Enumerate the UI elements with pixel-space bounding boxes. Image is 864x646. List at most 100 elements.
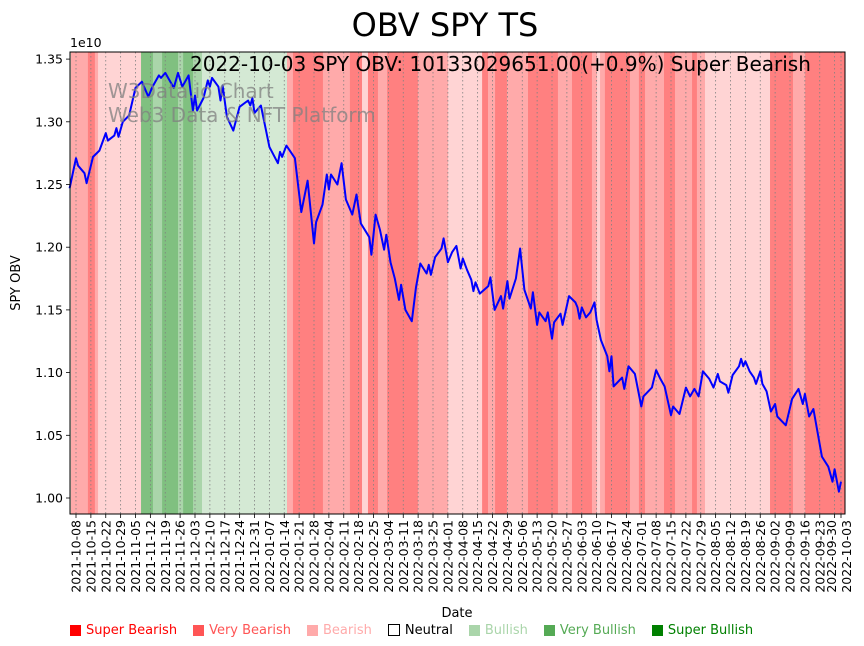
legend-label: Bearish <box>322 622 372 638</box>
x-tick-label: 2022-09-16 <box>797 520 812 593</box>
sentiment-band <box>349 52 363 514</box>
x-tick-label: 2022-07-15 <box>664 520 679 593</box>
x-tick-label: 2022-05-13 <box>530 520 545 593</box>
x-tick-label: 2021-12-10 <box>202 520 217 593</box>
x-tick-label: 2022-07-01 <box>634 520 649 593</box>
sentiment-band <box>362 52 369 514</box>
x-tick-label: 2021-12-03 <box>188 520 203 593</box>
sentiment-band <box>70 52 89 514</box>
x-tick-label: 2022-05-27 <box>559 520 574 593</box>
sentiment-band <box>287 52 294 514</box>
x-tick-label: 2022-04-08 <box>455 520 470 593</box>
sentiment-band <box>557 52 573 514</box>
legend-label: Super Bearish <box>86 622 178 638</box>
legend-label: Super Bullish <box>667 622 754 638</box>
y-tick-label: 1.35 <box>35 52 63 67</box>
legend-swatch <box>193 624 205 636</box>
legend-label: Very Bearish <box>209 622 291 638</box>
sentiment-band <box>675 52 693 514</box>
sentiment-band <box>638 52 646 514</box>
y-tick-label: 1.20 <box>35 240 63 255</box>
sentiment-band <box>571 52 593 514</box>
x-tick-label: 2021-12-24 <box>232 520 247 593</box>
sentiment-band <box>193 52 203 514</box>
sentiment-band <box>322 52 351 514</box>
y-axis-label: SPY OBV <box>9 255 24 311</box>
y-tick-label: 1.30 <box>35 114 63 129</box>
sentiment-band <box>387 52 419 514</box>
x-tick-label: 2022-03-04 <box>381 520 396 593</box>
x-tick-label: 2022-05-06 <box>515 520 530 593</box>
x-tick-label: 2022-09-09 <box>783 520 798 593</box>
x-tick-label: 2021-10-08 <box>69 520 84 593</box>
watermark-line-2: Web3 Data & NFT Platform <box>108 103 376 127</box>
sentiment-band <box>292 52 324 514</box>
sentiment-band <box>152 52 163 514</box>
sentiment-band <box>377 52 388 514</box>
x-tick-label: 2022-04-15 <box>470 520 485 593</box>
x-tick-label: 2021-10-22 <box>98 520 113 593</box>
x-tick-label: 2021-12-31 <box>247 520 262 593</box>
y-tick-label: 1.05 <box>35 428 63 443</box>
legend-label: Very Bullish <box>559 622 636 638</box>
legend-swatch <box>543 624 555 636</box>
x-tick-label: 2022-08-19 <box>738 520 753 593</box>
x-tick-label: 2022-01-14 <box>277 520 292 593</box>
x-tick-label: 2022-03-18 <box>411 520 426 593</box>
x-tick-label: 2022-02-11 <box>336 520 351 593</box>
plot-frame <box>69 51 846 515</box>
sentiment-band <box>183 52 194 514</box>
legend-swatch <box>468 624 480 636</box>
sentiment-band <box>202 52 288 514</box>
x-tick-label: 2022-01-21 <box>292 520 307 593</box>
legend-item: Very Bullish <box>543 620 636 640</box>
x-tick-label: 2022-08-05 <box>708 520 723 593</box>
x-tick-label: 2021-10-15 <box>83 520 98 593</box>
legend-label: Neutral <box>404 622 453 638</box>
legend-swatch <box>306 624 318 636</box>
x-tick-label: 2022-06-17 <box>604 520 619 593</box>
watermark-line-1: W3Data.io Chart <box>108 79 274 103</box>
y-offset-label: 1e10 <box>70 35 102 50</box>
y-tick-label: 1.10 <box>35 365 63 380</box>
sentiment-band <box>792 52 806 514</box>
legend-swatch <box>651 624 663 636</box>
sentiment-band <box>645 52 665 514</box>
sentiment-band <box>141 52 154 514</box>
chart-title: OBV SPY TS <box>351 6 539 44</box>
legend-item: Super Bearish <box>70 620 177 640</box>
obv-line <box>68 71 842 493</box>
legend-item: Bearish <box>306 620 372 640</box>
sentiment-band <box>600 52 606 514</box>
x-tick-label: 2022-08-12 <box>723 520 738 593</box>
x-tick-label: 2022-04-22 <box>485 520 500 593</box>
x-tick-label: 2022-07-22 <box>678 520 693 593</box>
x-grid <box>75 52 842 514</box>
sentiment-band <box>482 52 489 514</box>
x-tick-label: 2022-06-24 <box>619 520 634 593</box>
sentiment-band <box>696 52 706 514</box>
legend-item: Neutral <box>387 620 453 640</box>
x-tick-label: 2021-11-05 <box>128 520 143 593</box>
x-axis-label: Date <box>441 606 472 621</box>
x-tick-label: 2022-05-20 <box>545 520 560 593</box>
x-tick-label: 2022-03-25 <box>426 520 441 593</box>
x-tick-label: 2022-07-08 <box>649 520 664 593</box>
sentiment-band <box>770 52 794 514</box>
x-tick-label: 2022-03-11 <box>396 520 411 593</box>
sentiment-band <box>87 52 96 514</box>
x-tick-label: 2022-06-10 <box>589 520 604 593</box>
x-tick-label: 2021-10-29 <box>113 520 128 593</box>
sentiment-bands <box>70 52 846 514</box>
sentiment-band <box>663 52 676 514</box>
legend-item: Super Bullish <box>651 620 754 640</box>
sentiment-band <box>94 52 99 514</box>
x-tick-label: 2022-09-30 <box>824 520 839 593</box>
x-tick-label: 2021-11-19 <box>158 520 173 593</box>
x-tick-label: 2022-07-29 <box>693 520 708 593</box>
x-tick-label: 2022-04-29 <box>500 520 515 593</box>
x-tick-label: 2022-10-03 <box>839 520 854 593</box>
sentiment-band <box>506 52 529 514</box>
sentiment-band <box>527 52 559 514</box>
